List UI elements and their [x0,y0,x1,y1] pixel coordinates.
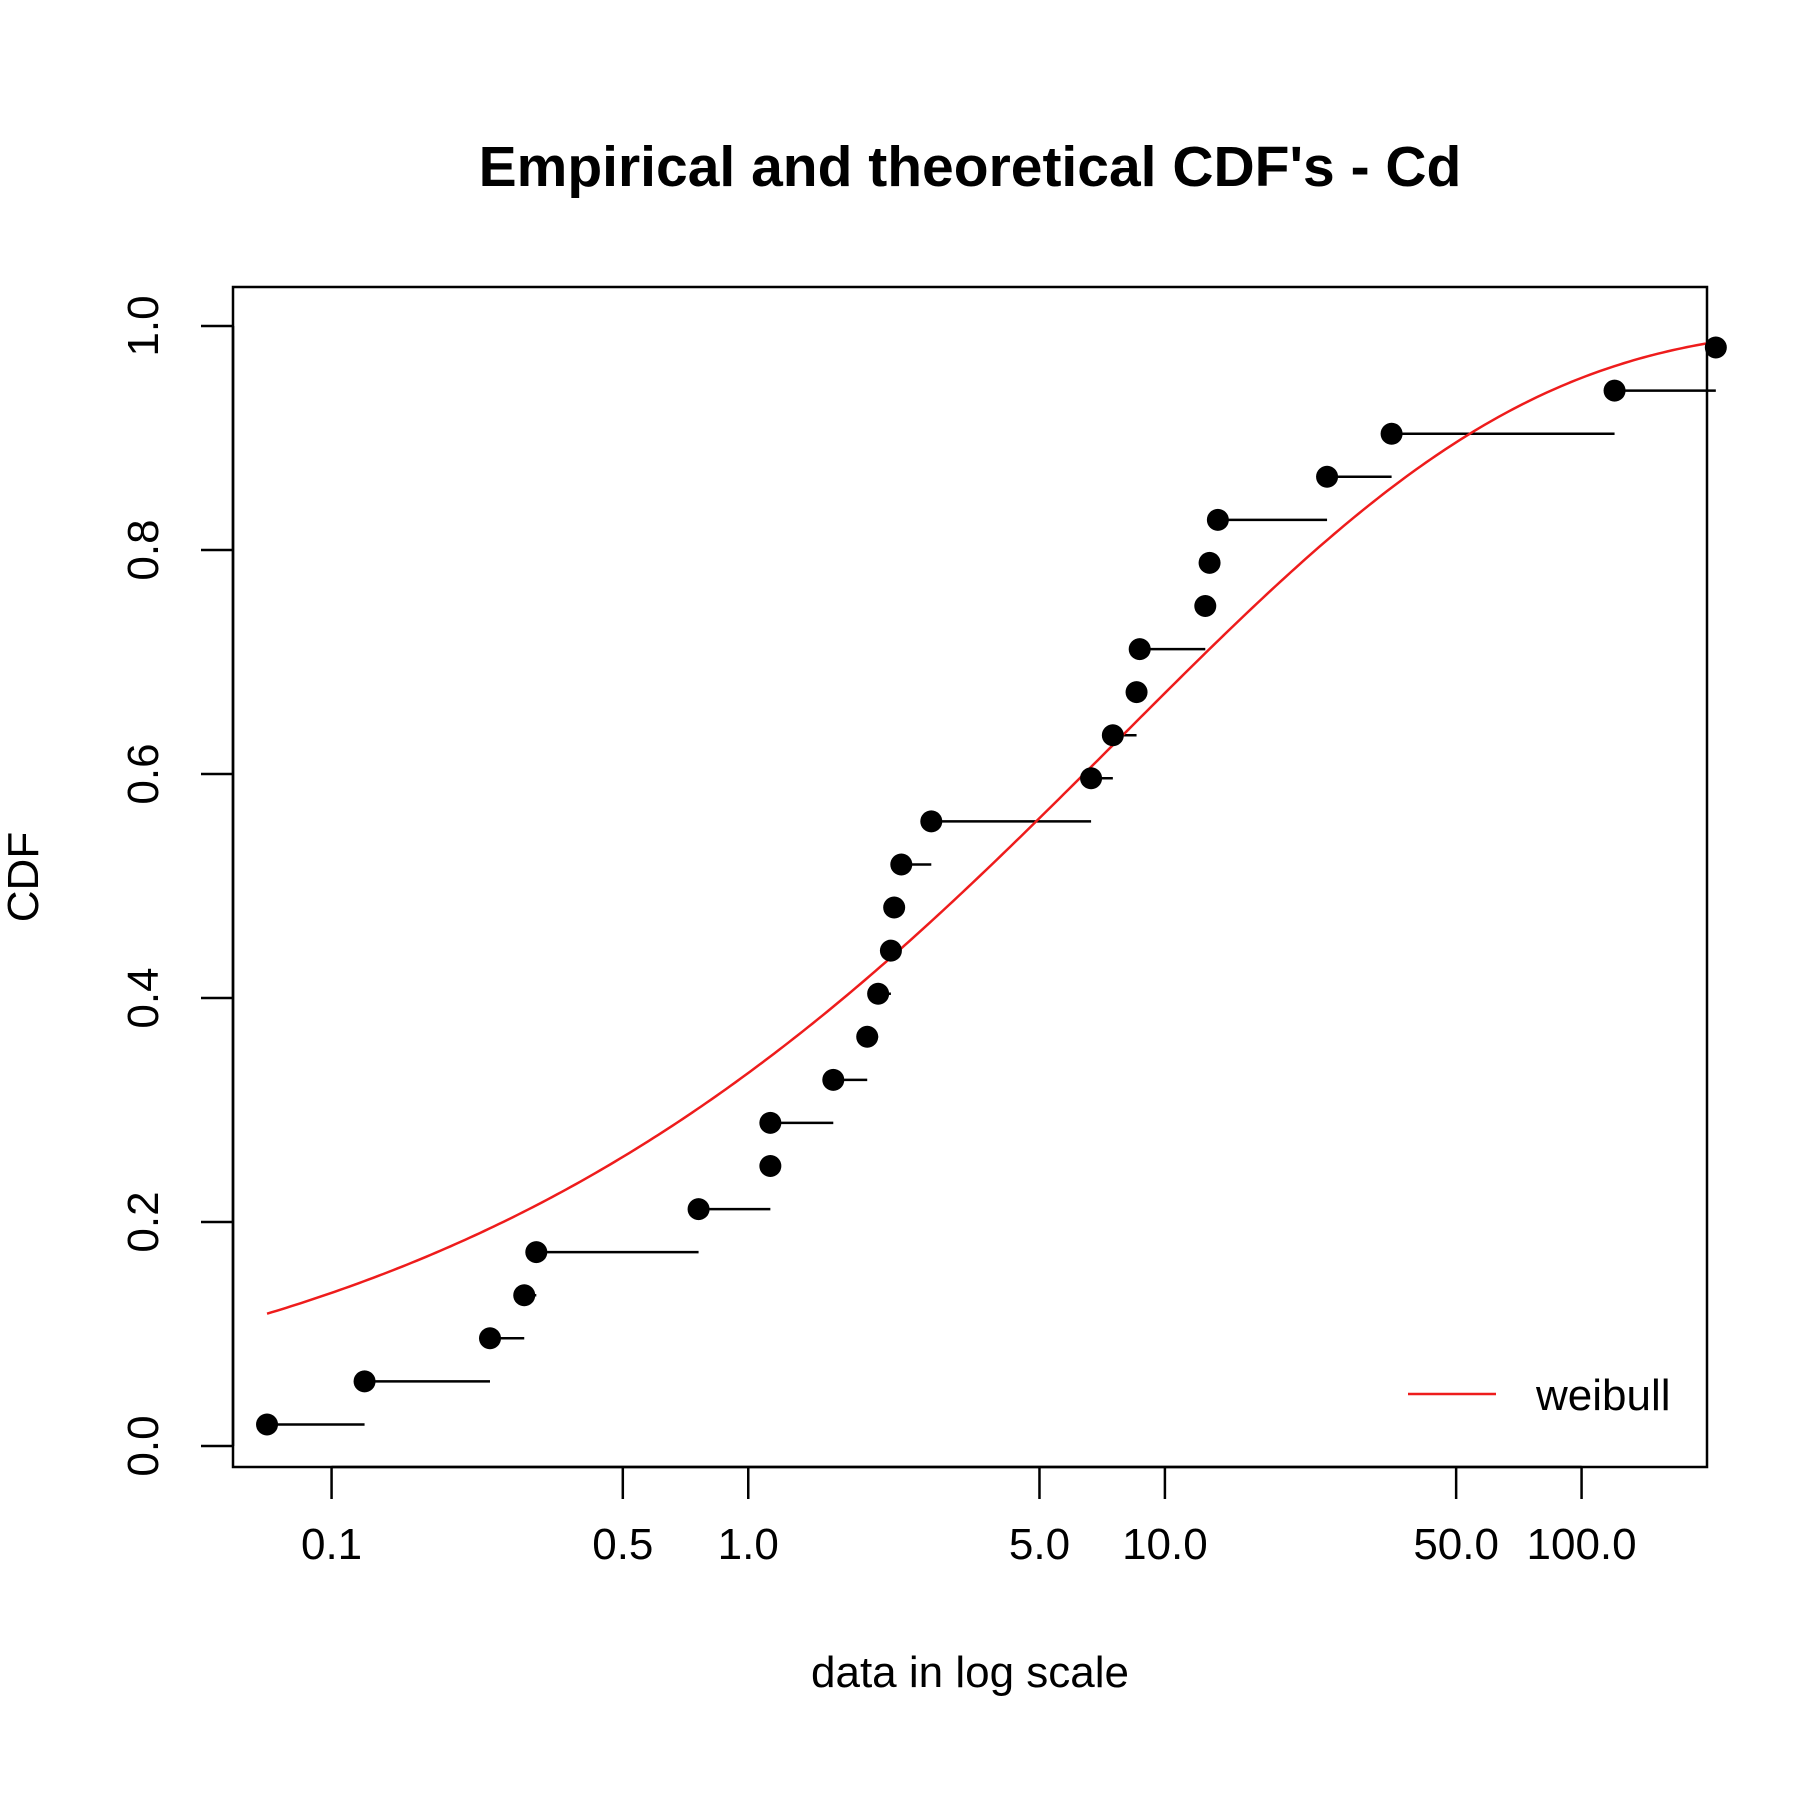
ecdf-point [867,982,890,1005]
y-tick-label: 0.2 [119,1191,168,1252]
x-tick-label: 0.5 [592,1520,653,1569]
ecdf-point [1080,767,1103,790]
x-tick-label: 10.0 [1122,1520,1208,1569]
legend-weibull-label: weibull [1535,1371,1671,1420]
ecdf-point [1198,551,1221,574]
ecdf-point [1316,465,1339,488]
ecdf-point [353,1370,376,1393]
ecdf-point [759,1155,782,1177]
x-tick-label: 1.0 [718,1520,779,1569]
ecdf-point [1125,681,1148,704]
ecdf-point [1603,379,1626,402]
y-tick-label: 0.4 [119,967,168,1028]
ecdf-point [759,1111,782,1134]
plot-area [256,336,1727,1436]
ecdf-point [1128,638,1151,661]
ecdf-point [513,1284,536,1307]
ecdf-point [1194,595,1217,617]
plot-frame [231,285,1709,1469]
x-axis-label: data in log scale [811,1648,1129,1697]
weibull-curve [266,340,1717,1315]
y-tick-label: 0.8 [119,519,168,580]
y-axis-label: CDF [0,832,48,922]
ecdf-point [1206,508,1229,531]
ecdf-point [256,1413,279,1436]
ecdf-points [256,336,1727,1436]
ecdf-point [1380,422,1403,445]
ecdf-point [920,810,943,833]
x-tick-label: 5.0 [1009,1520,1070,1569]
legend: weibull [1408,1371,1671,1420]
ecdf-point [883,896,906,919]
y-tick-label: 0.6 [119,743,168,804]
y-tick-label: 0.0 [119,1415,168,1476]
y-axis: 0.0 0.2 0.4 0.6 0.8 1.0 [119,295,235,1477]
ecdf-steps [267,389,1716,1426]
ecdf-point [525,1241,548,1264]
ecdf-point [1704,336,1727,359]
ecdf-point [822,1068,845,1091]
x-tick-label: 0.1 [301,1520,362,1569]
x-tick-label: 50.0 [1413,1520,1499,1569]
x-axis: 0.1 0.5 1.0 5.0 10.0 50.0 100.0 [301,1465,1637,1569]
ecdf-point [478,1327,501,1350]
ecdf-point [890,853,913,876]
chart-title: Empirical and theoretical CDF's - Cd [479,135,1462,199]
ecdf-point [879,939,902,962]
ecdf-point [687,1198,710,1221]
ecdf-point [1101,724,1124,747]
ecdf-point [856,1025,879,1048]
y-tick-label: 1.0 [119,295,168,356]
x-tick-label: 100.0 [1527,1520,1637,1569]
